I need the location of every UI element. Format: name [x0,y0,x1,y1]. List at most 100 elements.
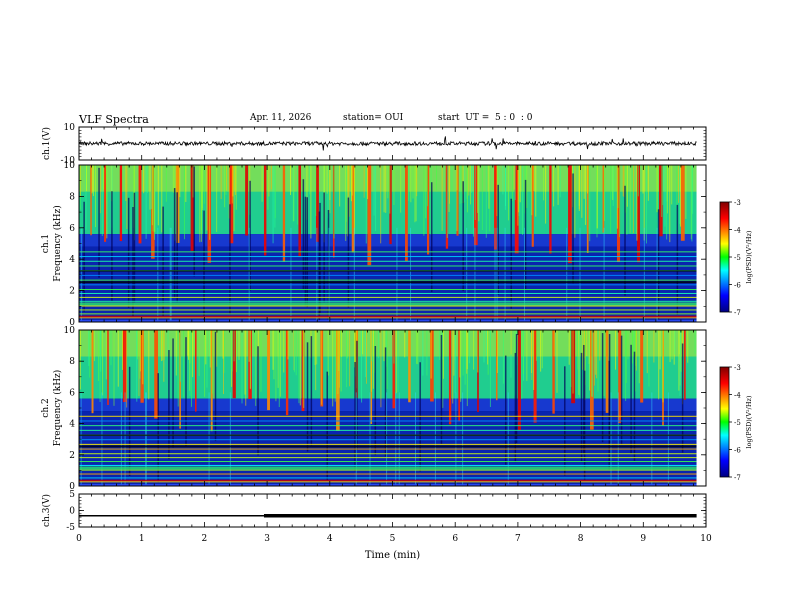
texture-streak [165,165,167,202]
sferic-streak [263,165,267,256]
texture-streak [488,165,490,209]
colorbar-2-tick-label: -6 [734,447,741,455]
texture-streak [216,330,218,367]
texture-streak [133,165,135,228]
texture-streak [514,330,516,355]
texture-streak [556,330,558,393]
sferic-streak [140,330,144,403]
texture-streak [557,165,559,205]
texture-streak [430,330,432,379]
texture-streak [260,330,262,392]
texture-streak [79,330,81,390]
sferic-streak [533,330,537,423]
texture-streak [647,165,649,201]
texture-streak [583,165,585,199]
texture-streak [414,165,416,223]
sferic-streak [549,165,552,254]
texture-streak [680,165,682,227]
dark-streak [185,337,187,447]
texture-streak [397,330,399,393]
texture-streak [470,165,472,205]
dark-streak [681,343,684,453]
texture-streak [656,165,658,213]
texture-streak [412,165,414,199]
texture-streak [496,330,498,374]
texture-streak [183,330,185,398]
sferic-streak [448,330,452,425]
sferic-streak [602,165,605,233]
texture-streak [597,330,599,392]
narrowband-line [79,284,697,286]
x-tick-label: 9 [640,534,646,544]
texture-streak [212,330,214,394]
sferic-streak [517,330,521,431]
sferic-streak [586,165,589,253]
texture-streak [175,165,177,193]
dark-streak [419,362,421,472]
texture-streak [295,330,297,376]
narrowband-line [79,464,697,466]
texture-streak [277,330,279,388]
texture-streak [272,330,274,370]
texture-streak [270,165,272,190]
texture-streak [426,330,428,376]
sferic-streak [658,165,663,237]
texture-streak [298,330,300,404]
dark-streak [172,338,174,448]
dark-streak [327,209,330,320]
narrowband-line [79,425,697,427]
dark-streak [133,192,136,303]
texture-streak [584,330,586,401]
texture-streak [417,330,419,365]
texture-streak [183,165,185,240]
texture-streak [463,165,465,202]
texture-streak [233,165,235,232]
x-tick-label: 8 [578,534,584,544]
blank-region [696,165,706,322]
texture-streak [522,165,524,236]
spec2-y-tick-label: 10 [64,326,76,336]
dark-streak [98,167,100,278]
texture-streak [468,330,470,364]
dark-streak [249,180,251,291]
texture-streak [452,330,454,404]
texture-streak [238,330,240,360]
texture-streak [209,330,211,356]
texture-streak [143,165,145,194]
dark-streak [630,344,632,455]
texture-streak [423,165,425,236]
colorbar-1-gradient [720,202,729,312]
texture-streak [415,165,417,222]
texture-streak [383,165,385,213]
narrowband-line [79,477,697,479]
texture-streak [315,330,317,391]
texture-streak [367,165,369,200]
texture-streak [581,165,583,218]
texture-streak [222,330,224,359]
texture-streak [355,330,357,377]
texture-streak [117,330,119,387]
texture-streak [619,165,621,238]
texture-streak [292,165,294,222]
texture-streak [456,165,458,191]
texture-streak [98,330,100,382]
texture-streak [635,330,637,392]
sferic-streak [107,330,109,405]
texture-streak [471,165,473,193]
sferic-streak [531,165,534,247]
dark-streak [347,197,350,308]
texture-streak [161,330,163,362]
texture-streak [113,330,115,406]
dark-streak [127,197,130,308]
texture-streak [518,165,520,213]
texture-streak [579,330,581,397]
bottom-band [79,484,697,486]
ch1-waveform-line [78,136,697,151]
texture-streak [192,330,194,378]
texture-streak [88,330,90,367]
texture-streak [326,165,328,194]
x-tick-label: 4 [327,534,333,544]
texture-streak [148,330,150,400]
sferic-streak [316,165,319,242]
